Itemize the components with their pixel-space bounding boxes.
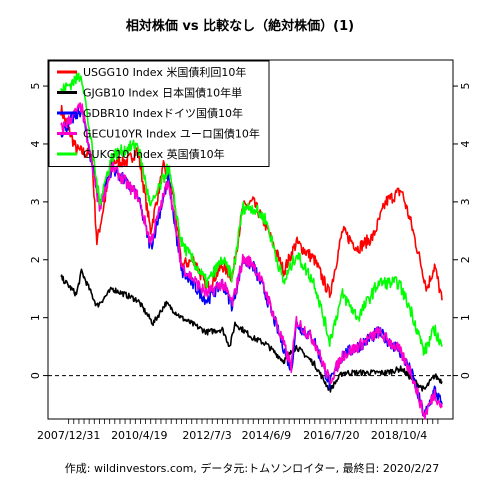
chart-caption: 作成: wildinvestors.com, データ元:トムソンロイター, 最終… xyxy=(65,461,439,475)
x-tick-label: 2018/10/4 xyxy=(371,429,427,442)
y-tick-label-left: 3 xyxy=(29,198,42,205)
legend-box xyxy=(48,60,270,167)
y-tick-label-left: 2 xyxy=(29,256,42,263)
y-tick-label-right: 5 xyxy=(459,83,472,90)
x-tick-label: 2012/7/3 xyxy=(182,429,231,442)
y-tick-label-right: 3 xyxy=(459,198,472,205)
y-tick-label-right: 2 xyxy=(459,256,472,263)
y-tick-label-left: 0 xyxy=(29,372,42,379)
y-tick-label-right: 4 xyxy=(459,140,472,147)
x-tick-label: 2010/4/19 xyxy=(111,429,167,442)
legend-label-2: GJGB10 Index 日本国債10年単 xyxy=(83,86,242,100)
plot-frame xyxy=(47,59,454,420)
x-tick-label: 2016/7/20 xyxy=(303,429,359,442)
y-tick-label-left: 1 xyxy=(29,314,42,321)
plot-area xyxy=(48,71,453,420)
legend-label-4: GECU10YR Index ユーロ国債10年 xyxy=(83,127,260,141)
series-line-1 xyxy=(60,104,443,301)
x-tick-label: 2007/12/31 xyxy=(37,429,100,442)
x-tick-label: 2014/6/9 xyxy=(242,429,291,442)
series-line-5 xyxy=(60,71,443,356)
y-tick-label-left: 5 xyxy=(29,83,42,90)
y-tick-label-right: 1 xyxy=(459,314,472,321)
y-tick-label-right: 0 xyxy=(459,372,472,379)
y-tick-label-left: 4 xyxy=(29,140,42,147)
legend-label-5: GUKG10 Index 英国債10年 xyxy=(83,147,225,161)
series-line-4 xyxy=(60,102,443,420)
legend: USGG10 Index 米国債利回10年 GJGB10 Index 日本国債10… xyxy=(48,60,270,167)
legend-label-1: USGG10 Index 米国債利回10年 xyxy=(83,65,246,79)
series-line-2 xyxy=(60,268,443,393)
axes: 0 0 1 1 2 2 3 3 4 4 5 5 2007/12/31 2010/4/19 2012/7/3 2… xyxy=(29,83,472,442)
chart-title: 相対株価 vs 比較なし（絶対株価）(1) xyxy=(126,18,354,34)
legend-label-3: GDBR10 Indexドイツ国債10年 xyxy=(83,106,243,120)
